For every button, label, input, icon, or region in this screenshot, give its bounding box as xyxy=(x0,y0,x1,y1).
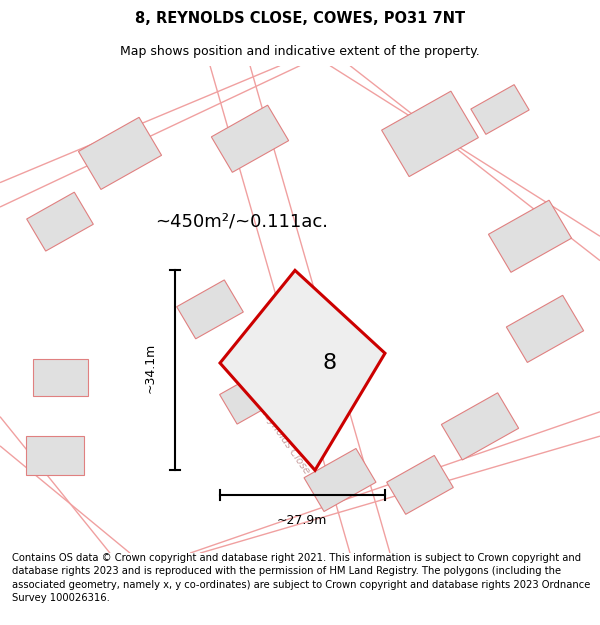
Polygon shape xyxy=(382,91,478,177)
Polygon shape xyxy=(79,118,161,189)
Text: 8: 8 xyxy=(323,353,337,373)
Text: Map shows position and indicative extent of the property.: Map shows position and indicative extent… xyxy=(120,45,480,58)
Polygon shape xyxy=(488,200,572,272)
Polygon shape xyxy=(176,280,244,339)
Text: ~34.1m: ~34.1m xyxy=(143,342,157,393)
Polygon shape xyxy=(220,370,280,424)
Text: Contains OS data © Crown copyright and database right 2021. This information is : Contains OS data © Crown copyright and d… xyxy=(12,553,590,602)
Polygon shape xyxy=(26,436,84,475)
Polygon shape xyxy=(220,271,385,470)
Polygon shape xyxy=(26,192,94,251)
Polygon shape xyxy=(506,295,584,362)
Polygon shape xyxy=(386,456,454,514)
Text: Reynolds Close: Reynolds Close xyxy=(258,406,312,476)
Polygon shape xyxy=(304,449,376,511)
Polygon shape xyxy=(471,84,529,134)
Text: ~27.9m: ~27.9m xyxy=(277,514,327,527)
Polygon shape xyxy=(32,359,88,396)
Polygon shape xyxy=(442,392,518,460)
Text: 8, REYNOLDS CLOSE, COWES, PO31 7NT: 8, REYNOLDS CLOSE, COWES, PO31 7NT xyxy=(135,11,465,26)
Text: ~450m²/~0.111ac.: ~450m²/~0.111ac. xyxy=(155,213,328,231)
Polygon shape xyxy=(211,105,289,172)
